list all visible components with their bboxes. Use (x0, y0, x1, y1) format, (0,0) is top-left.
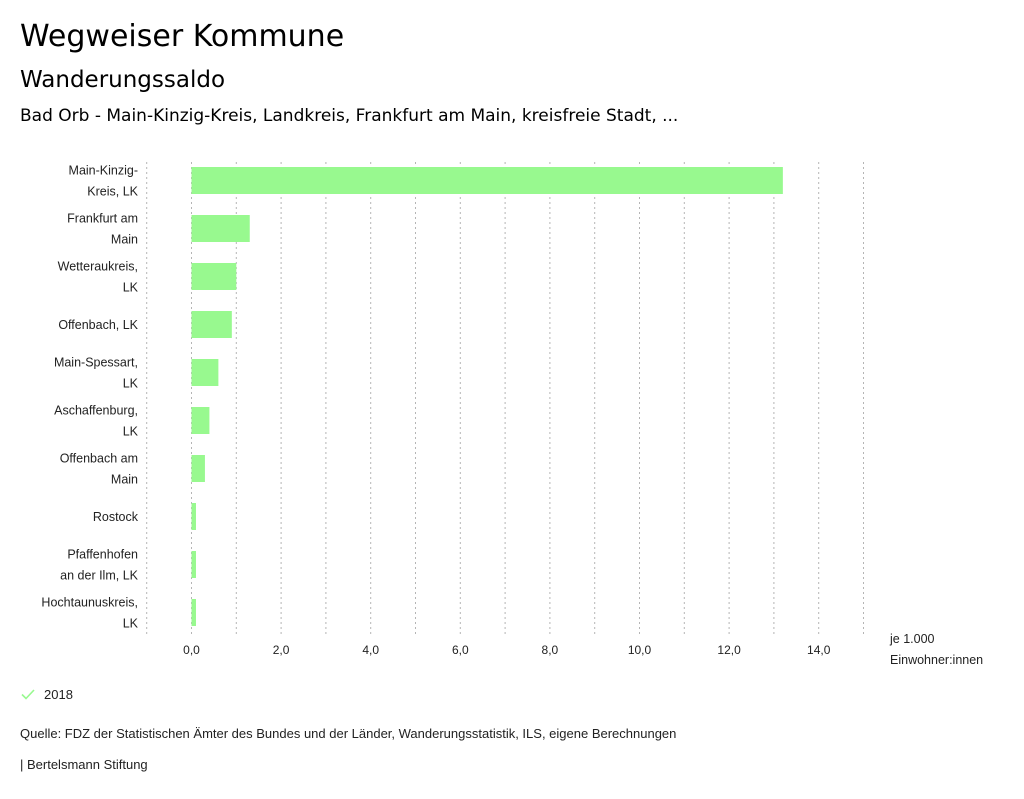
chart-subtitle: Wanderungssaldo (20, 67, 226, 93)
y-axis-label-line: Hochtaunuskreis, (41, 596, 138, 610)
y-axis-labels: Main-Kinzig- Kreis, LK Frankfurt am Main Wet… (41, 164, 138, 631)
page-title: Wegweiser Kommune (20, 19, 345, 54)
y-axis-label-line: Aschaffenburg, (54, 404, 138, 418)
y-axis-label-line: LK (123, 425, 139, 439)
gridlines (146, 162, 864, 636)
x-axis-tick-labels: 0,0 2,0 4,0 6,0 8,0 10,0 12,0 14,0 (183, 643, 831, 657)
chart-description: Bad Orb - Main-Kinzig-Kreis, Landkreis, … (20, 106, 679, 126)
y-axis-label: Wetteraukreis, LK (58, 260, 139, 295)
y-axis-label: Rostock (93, 510, 139, 524)
bar[interactable] (191, 311, 232, 338)
y-axis-label-line: Main-Kinzig- (69, 164, 138, 178)
bar[interactable] (191, 167, 783, 194)
y-axis-label: Offenbach am Main (60, 452, 138, 487)
x-tick-label: 0,0 (183, 643, 200, 657)
y-axis-label-line: Kreis, LK (87, 185, 138, 199)
x-axis-unit-label: je 1.000 Einwohner:innen (890, 629, 983, 671)
y-axis-label-line: LK (123, 377, 139, 391)
y-axis-label-line: Frankfurt am (67, 212, 138, 226)
bar[interactable] (191, 455, 205, 482)
y-axis-label-line: Wetteraukreis, (58, 260, 138, 274)
y-axis-label-line: Main (111, 473, 138, 487)
checkmark-icon (21, 689, 35, 700)
x-tick-label: 6,0 (452, 643, 469, 657)
y-axis-label: Aschaffenburg, LK (54, 404, 139, 439)
bar-chart: Main-Kinzig- Kreis, LK Frankfurt am Main Wet… (41, 162, 864, 657)
x-tick-label: 10,0 (628, 643, 652, 657)
x-tick-label: 8,0 (542, 643, 559, 657)
bar[interactable] (191, 551, 196, 578)
bar[interactable] (191, 263, 237, 290)
legend-item-2018[interactable]: 2018 (20, 686, 73, 702)
y-axis-label-line: Main (111, 233, 138, 247)
unit-line-1: je 1.000 (890, 632, 935, 646)
y-axis-label-line: Offenbach, LK (58, 318, 138, 332)
y-axis-label-line: Pfaffenhofen (67, 548, 138, 562)
x-tick-label: 4,0 (362, 643, 379, 657)
credit-note: | Bertelsmann Stiftung (20, 757, 148, 772)
y-axis-label: Main-Kinzig- Kreis, LK (69, 164, 139, 199)
y-axis-label: Hochtaunuskreis, LK (41, 596, 138, 631)
bar[interactable] (191, 407, 210, 434)
y-axis-label: Pfaffenhofen an der Ilm, LK (60, 548, 138, 583)
y-axis-label-line: Main-Spessart, (54, 356, 138, 370)
y-axis-label: Frankfurt am Main (67, 212, 138, 247)
bars (191, 167, 783, 626)
y-axis-label: Main-Spessart, LK (54, 356, 139, 391)
bar[interactable] (191, 359, 219, 386)
legend-label: 2018 (44, 686, 73, 702)
x-tick-label: 2,0 (273, 643, 290, 657)
bar[interactable] (191, 599, 196, 626)
y-axis-label-line: Offenbach am (60, 452, 138, 466)
y-axis-label-line: LK (123, 617, 139, 631)
bar[interactable] (191, 503, 196, 530)
y-axis-label-line: Rostock (93, 510, 139, 524)
bar[interactable] (191, 215, 250, 242)
y-axis-label-line: an der Ilm, LK (60, 569, 138, 583)
source-note: Quelle: FDZ der Statistischen Ämter des … (20, 726, 677, 741)
y-axis-label: Offenbach, LK (58, 318, 138, 332)
unit-line-2: Einwohner:innen (890, 653, 984, 667)
x-tick-label: 14,0 (807, 643, 831, 657)
y-axis-label-line: LK (123, 281, 139, 295)
x-tick-label: 12,0 (717, 643, 741, 657)
